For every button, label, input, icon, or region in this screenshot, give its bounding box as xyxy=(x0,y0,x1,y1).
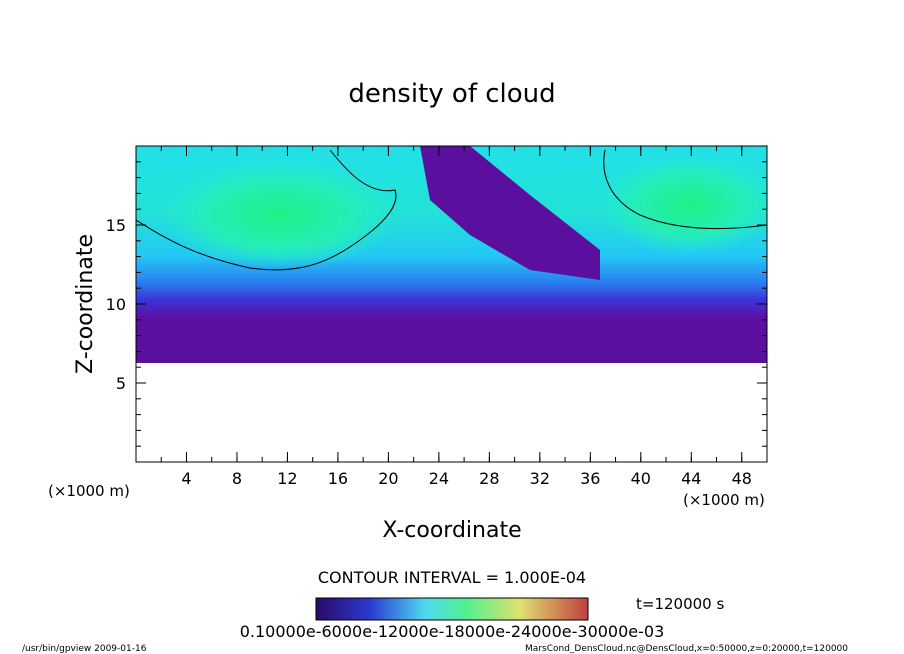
green-blob-left xyxy=(160,160,400,270)
x-axis-ticks: 4 8 12 16 20 24 28 32 36 40 44 48 xyxy=(160,146,752,488)
contour-interval: CONTOUR INTERVAL = 1.000E-04 xyxy=(318,568,586,587)
chart-title: density of cloud xyxy=(348,79,555,109)
x-tick-label: 24 xyxy=(429,469,449,488)
x-tick-label: 32 xyxy=(530,469,550,488)
x-tick-label: 12 xyxy=(277,469,297,488)
x-tick-label: 20 xyxy=(378,469,398,488)
y-tick-label: 5 xyxy=(116,374,126,393)
plot-area xyxy=(136,146,767,462)
y-axis-ticks: 5 10 15 xyxy=(106,161,767,447)
y-tick-label: 15 xyxy=(106,216,126,235)
x-tick-label: 16 xyxy=(328,469,348,488)
contour-left xyxy=(136,149,397,271)
y-axis-label: Z-coordinate xyxy=(73,234,98,374)
lower-clear-region xyxy=(136,363,767,462)
x-tick-label: 44 xyxy=(681,469,701,488)
x-axis-label: X-coordinate xyxy=(382,518,521,543)
contour-right xyxy=(603,149,767,230)
x-tick-label: 48 xyxy=(732,469,752,488)
y-tick-label: 10 xyxy=(106,295,126,314)
x-tick-label: 28 xyxy=(479,469,499,488)
x-unit-right: (×1000 m) xyxy=(683,491,765,509)
footer-right: MarsCond_DensCloud.nc@DensCloud,x=0:5000… xyxy=(525,644,848,654)
x-tick-label: 40 xyxy=(631,469,651,488)
x-tick-label: 4 xyxy=(181,469,191,488)
x-tick-label: 8 xyxy=(232,469,242,488)
colorbar-labels: 0.10000e-6000e-12000e-18000e-24000e-3000… xyxy=(240,622,665,641)
colorbar xyxy=(315,597,589,621)
purple-plume xyxy=(420,146,600,280)
x-tick-label: 36 xyxy=(580,469,600,488)
x-unit-left: (×1000 m) xyxy=(48,482,130,500)
purple-band xyxy=(136,330,767,363)
green-blob-right xyxy=(600,155,767,255)
time-label: t=120000 s xyxy=(636,595,724,613)
footer-left: /usr/bin/gpview 2009-01-16 xyxy=(22,644,147,654)
